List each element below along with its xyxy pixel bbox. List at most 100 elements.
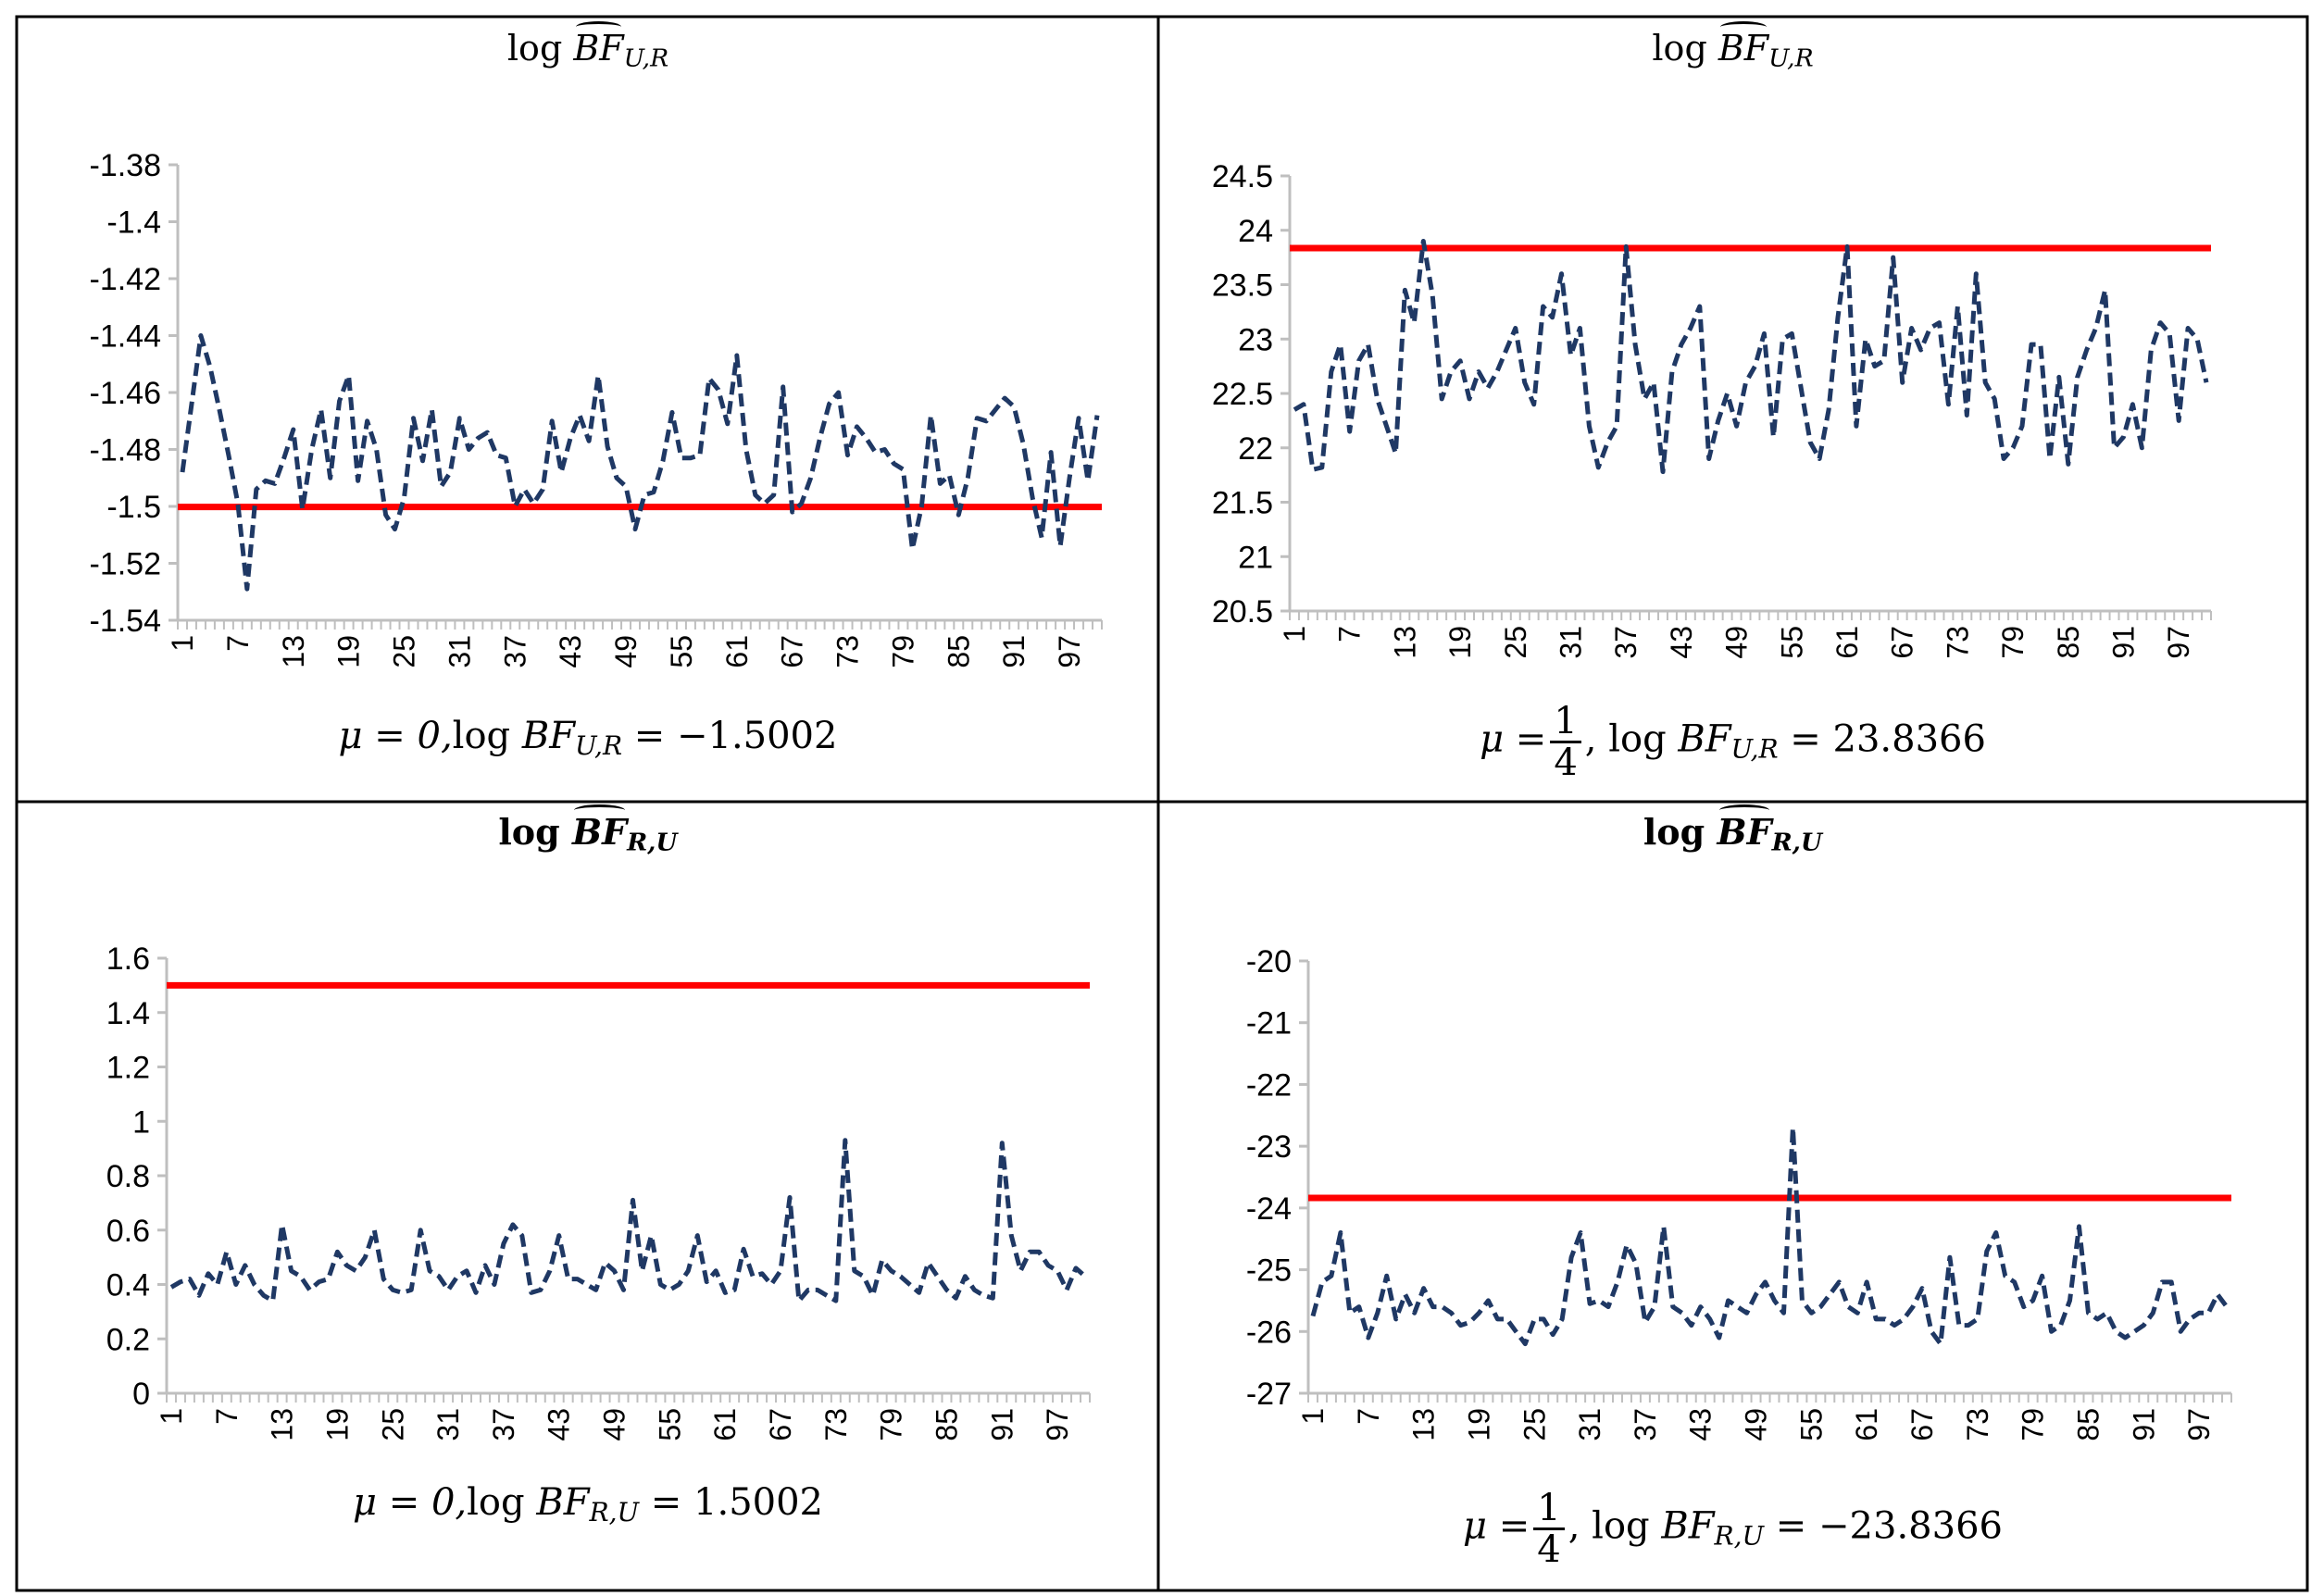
x-tick-label: 13 xyxy=(266,1408,299,1441)
x-tick-label: 55 xyxy=(665,635,698,668)
y-tick-label: -24 xyxy=(1246,1191,1292,1227)
x-tick-label: 73 xyxy=(831,635,865,668)
x-tick-label: 49 xyxy=(1720,626,1754,659)
x-tick-label: 1 xyxy=(1296,1408,1330,1425)
y-tick-label: 22.5 xyxy=(1212,377,1273,412)
x-tick-label: 19 xyxy=(1462,1408,1495,1441)
y-tick-label: 0 xyxy=(132,1377,150,1412)
chart-plot: 1.61.41.210.80.60.40.201 7 13 19 25 31 37 43 49 5… xyxy=(106,941,1091,1441)
x-tick-label: 97 xyxy=(2182,1408,2216,1441)
y-tick-label: -1.42 xyxy=(90,262,162,297)
x-tick-label: 1 xyxy=(1278,626,1311,642)
x-tick-label: 91 xyxy=(2127,1408,2160,1441)
chart-caption: μ = 0,log BFU,R = −1.5002 xyxy=(338,715,838,761)
y-tick-label: -1.4 xyxy=(106,206,161,241)
x-tick-label: 43 xyxy=(1684,1408,1718,1441)
chart-caption: μ = 1 4, log BFU,R = 23.8366 xyxy=(1480,700,1986,784)
chart-title: log BFR,U xyxy=(498,804,678,857)
x-tick-label: 49 xyxy=(1740,1408,1773,1441)
y-tick-label: 0.4 xyxy=(106,1268,150,1303)
x-tick-label: 43 xyxy=(554,635,587,668)
x-tick-label: 43 xyxy=(1665,626,1698,659)
series-line xyxy=(180,333,1100,592)
y-tick-label: -26 xyxy=(1246,1315,1292,1350)
x-tick-label: 31 xyxy=(1573,1408,1606,1441)
x-tick-label: 79 xyxy=(875,1408,908,1441)
chart-title: log BFR,U xyxy=(1643,804,1823,857)
bf-hat: BF xyxy=(571,804,628,853)
series-line xyxy=(169,1138,1087,1303)
x-tick-label: 55 xyxy=(1794,1408,1828,1441)
y-tick-label: 24.5 xyxy=(1212,159,1273,194)
x-tick-label: 91 xyxy=(2106,626,2140,659)
x-tick-label: 25 xyxy=(1518,1408,1551,1441)
x-tick-label: 85 xyxy=(942,635,975,668)
y-tick-label: 0.2 xyxy=(106,1322,150,1357)
x-tick-label: 73 xyxy=(1961,1408,1994,1441)
y-tick-label: 22 xyxy=(1238,431,1273,467)
x-tick-label: 85 xyxy=(930,1408,963,1441)
x-tick-label: 19 xyxy=(1443,626,1477,659)
x-tick-label: 25 xyxy=(388,635,421,668)
x-tick-label: 31 xyxy=(431,1408,465,1441)
x-tick-label: 37 xyxy=(487,1408,520,1441)
x-tick-label: 61 xyxy=(1850,1408,1883,1441)
x-tick-label: 85 xyxy=(2071,1408,2105,1441)
x-tick-label: 43 xyxy=(543,1408,576,1441)
y-tick-label: -23 xyxy=(1246,1129,1292,1165)
x-tick-label: 79 xyxy=(1996,626,2030,659)
y-tick-label: 1.4 xyxy=(106,996,150,1031)
x-tick-label: 37 xyxy=(1609,626,1643,659)
panel-bottom-left: log BFR,U 1.6 1.4 1.2 1 0.8 0.6 0.4 0.2 0 1 7 13 19 2… xyxy=(19,804,1157,1589)
y-tick-label: 1.6 xyxy=(106,941,150,977)
series-line xyxy=(1293,239,2209,475)
x-tick-label: 1 xyxy=(155,1408,188,1425)
bf-hat: BF xyxy=(1717,804,1772,853)
x-tick-label: 7 xyxy=(1352,1408,1385,1425)
x-tick-label: 1 xyxy=(166,635,199,652)
y-tick-label: 1 xyxy=(132,1104,150,1140)
x-tick-label: 97 xyxy=(2162,626,2195,659)
x-tick-label: 97 xyxy=(1053,635,1086,668)
x-tick-label: 61 xyxy=(708,1408,742,1441)
x-tick-label: 91 xyxy=(997,635,1031,668)
x-tick-label: 31 xyxy=(443,635,476,668)
chart-plot: -1.38 -1.4 -1.42 -1.44 -1.46 -1.48 -1.5 -1.52 -1… xyxy=(90,148,1103,668)
y-tick-label: -22 xyxy=(1246,1067,1292,1103)
x-tick-label: 7 xyxy=(210,1408,244,1425)
x-tick-label: 13 xyxy=(1407,1408,1441,1441)
x-tick-label: 85 xyxy=(2052,626,2085,659)
y-tick-label: 23 xyxy=(1238,322,1273,357)
x-tick-label: 91 xyxy=(985,1408,1018,1441)
y-tick-label: -1.48 xyxy=(90,433,162,468)
y-tick-label: 20.5 xyxy=(1212,594,1273,630)
x-tick-label: 79 xyxy=(2017,1408,2050,1441)
y-tick-label: -20 xyxy=(1246,944,1292,979)
y-tick-label: 0.6 xyxy=(106,1214,150,1249)
y-tick-label: 0.8 xyxy=(106,1159,150,1194)
chart-caption: μ = 1 4, log BFR,U = −23.8366 xyxy=(1463,1487,2003,1571)
x-tick-label: 67 xyxy=(764,1408,797,1441)
y-tick-label: 23.5 xyxy=(1212,268,1273,304)
x-tick-label: 55 xyxy=(1775,626,1808,659)
x-tick-label: 79 xyxy=(886,635,919,668)
x-tick-label: 73 xyxy=(819,1408,853,1441)
y-tick-label: -1.54 xyxy=(90,604,162,639)
x-tick-label: 19 xyxy=(320,1408,354,1441)
series-line xyxy=(1310,1125,2229,1347)
chart-plot: 24.5 24 23.5 23 22.5 22 21.5 21 20.5 1 7 13 19 25 31 37… xyxy=(1212,159,2212,659)
panel-bottom-right: log BFR,U -20 -21 -22 -23 -24 -25 -26 -27 1 7 13 19… xyxy=(1160,804,2305,1589)
y-tick-label: -21 xyxy=(1246,1006,1292,1041)
x-tick-label: 25 xyxy=(1499,626,1532,659)
bf-hat: BF xyxy=(573,21,624,69)
x-tick-label: 7 xyxy=(221,635,255,652)
x-tick-label: 61 xyxy=(1830,626,1864,659)
x-tick-label: 49 xyxy=(609,635,643,668)
y-tick-label: -1.38 xyxy=(90,148,162,183)
y-tick-label: -1.5 xyxy=(106,490,161,525)
x-tick-label: 7 xyxy=(1333,626,1367,642)
y-tick-label: 1.2 xyxy=(106,1051,150,1086)
x-tick-label: 61 xyxy=(720,635,754,668)
